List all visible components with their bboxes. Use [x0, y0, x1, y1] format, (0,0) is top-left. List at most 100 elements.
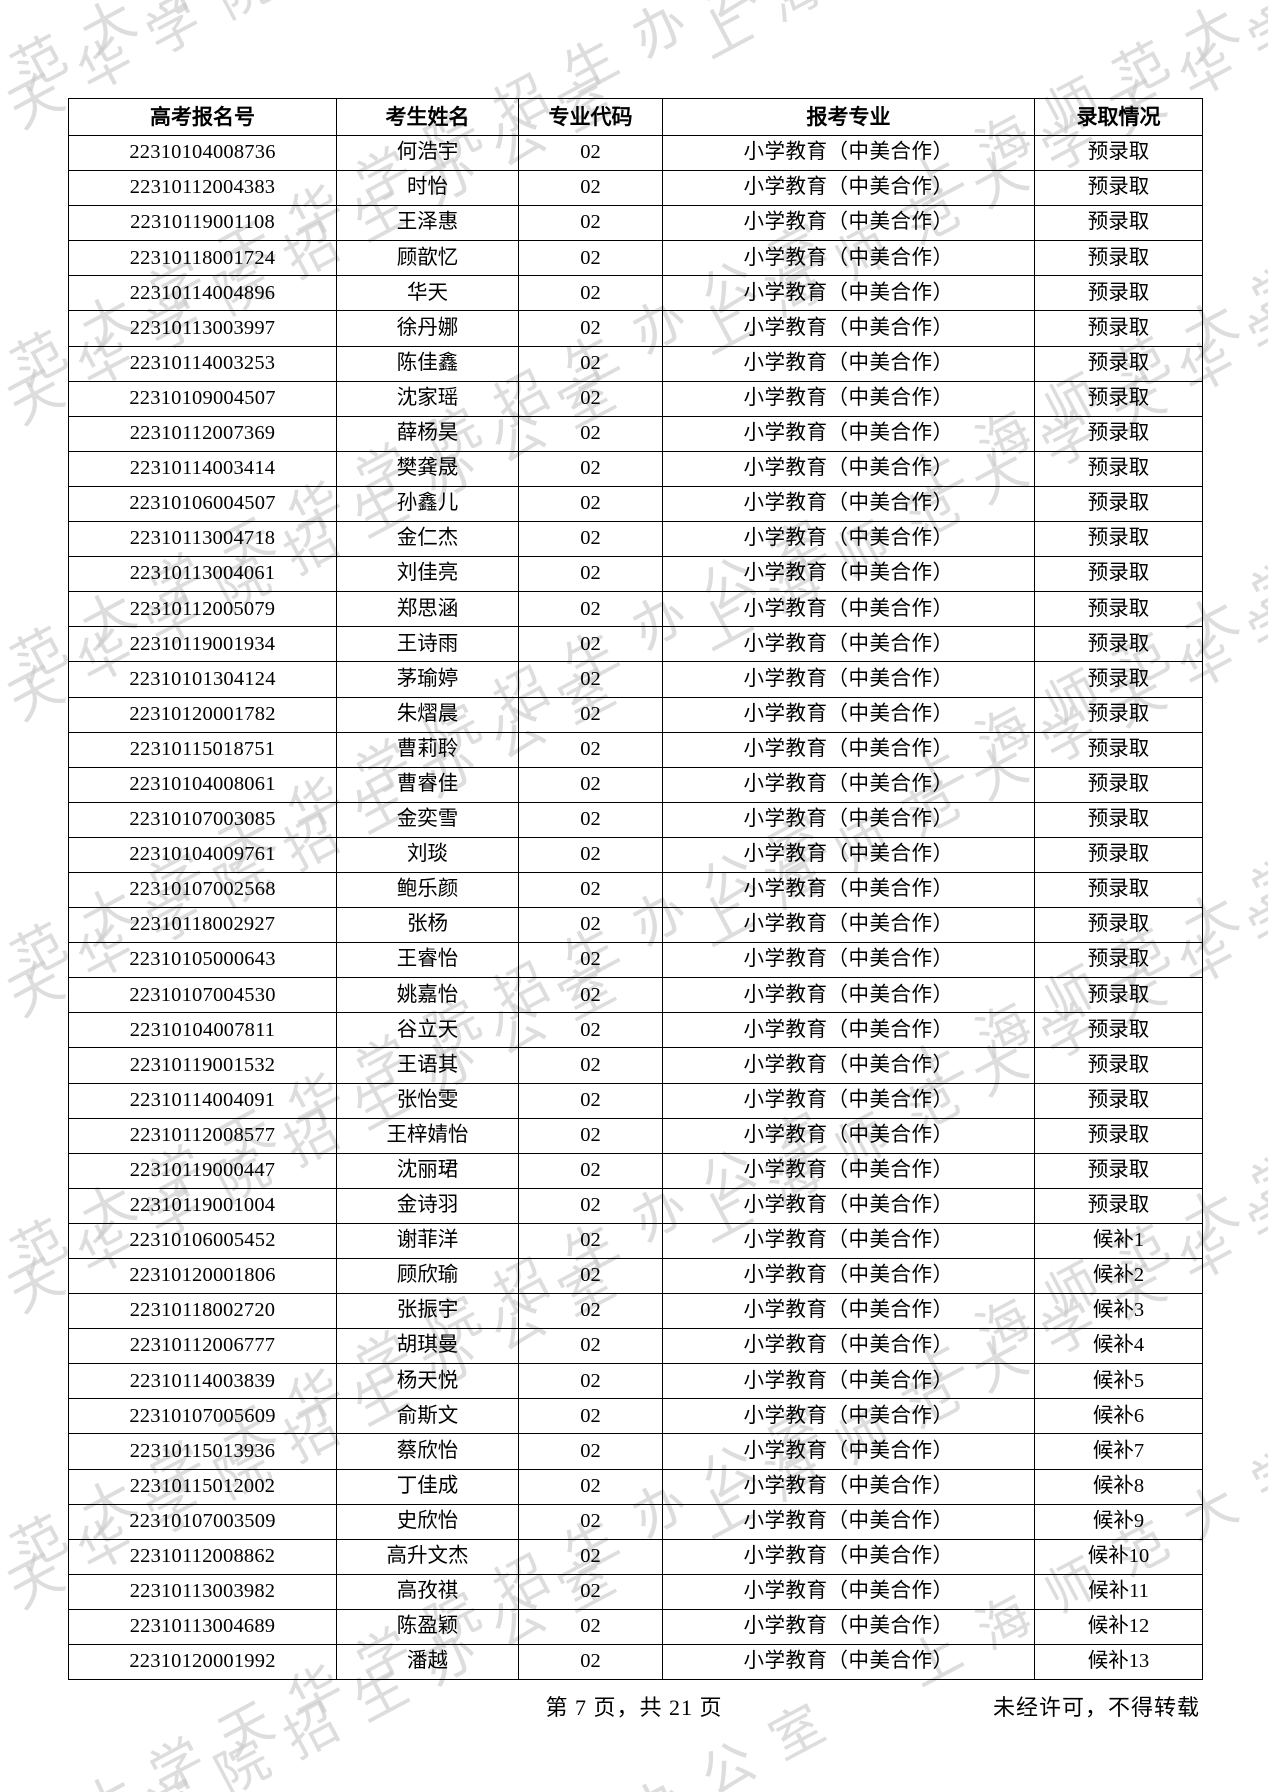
cell-major: 小学教育（中美合作） — [662, 801, 1035, 838]
cell-major: 小学教育（中美合作） — [662, 521, 1035, 558]
cell-major: 小学教育（中美合作） — [662, 1117, 1035, 1154]
table-row: 22310120001806 顾欣瑜 02 小学教育（中美合作） 候补2 — [68, 1257, 1203, 1295]
cell-name: 金诗羽 — [336, 1187, 519, 1224]
cell-exam-no: 22310119001532 — [68, 1047, 337, 1084]
cell-name: 潘越 — [336, 1644, 519, 1681]
cell-status: 预录取 — [1034, 907, 1203, 944]
cell-exam-no: 22310112008577 — [68, 1117, 337, 1154]
table-row: 22310101304124 茅瑜婷 02 小学教育（中美合作） 预录取 — [68, 661, 1203, 698]
cell-major-code: 02 — [518, 1503, 663, 1540]
cell-status: 预录取 — [1034, 1152, 1203, 1189]
cell-name: 王泽惠 — [336, 205, 519, 242]
cell-major-code: 02 — [518, 275, 663, 312]
cell-exam-no: 22310112005079 — [68, 591, 337, 628]
cell-status: 预录取 — [1034, 485, 1203, 523]
cell-major-code: 02 — [518, 170, 663, 207]
cell-exam-no: 22310106005452 — [68, 1222, 337, 1260]
cell-name: 蔡欣怡 — [336, 1433, 519, 1470]
cell-status: 预录取 — [1034, 731, 1203, 768]
cell-exam-no: 22310113004689 — [68, 1608, 337, 1646]
cell-major-code: 02 — [518, 731, 663, 768]
cell-name: 高升文杰 — [336, 1538, 519, 1575]
cell-major: 小学教育（中美合作） — [662, 556, 1035, 593]
cell-name: 张振宇 — [336, 1293, 519, 1330]
table-row: 22310114003253 陈佳鑫 02 小学教育（中美合作） 预录取 — [68, 345, 1203, 382]
table-row: 22310120001782 朱熠晨 02 小学教育（中美合作） 预录取 — [68, 696, 1203, 733]
cell-name: 王语其 — [336, 1047, 519, 1084]
cell-major-code: 02 — [518, 205, 663, 242]
cell-status: 候补7 — [1034, 1433, 1203, 1470]
cell-major: 小学教育（中美合作） — [662, 1222, 1035, 1260]
column-header-exam-no: 高考报名号 — [68, 98, 337, 136]
cell-name: 金仁杰 — [336, 521, 519, 558]
cell-status: 候补10 — [1034, 1538, 1203, 1575]
cell-exam-no: 22310104008736 — [68, 134, 337, 172]
cell-exam-no: 22310119001934 — [68, 626, 337, 663]
cell-status: 预录取 — [1034, 977, 1203, 1014]
cell-exam-no: 22310119000447 — [68, 1152, 337, 1189]
table-row: 22310119001532 王语其 02 小学教育（中美合作） 预录取 — [68, 1047, 1203, 1084]
cell-name: 沈家瑶 — [336, 380, 519, 417]
cell-exam-no: 22310118002720 — [68, 1293, 337, 1330]
cell-name: 陈佳鑫 — [336, 345, 519, 382]
cell-status: 候补11 — [1034, 1573, 1203, 1610]
cell-status: 候补13 — [1034, 1644, 1203, 1681]
table-row: 22310113004689 陈盈颖 02 小学教育（中美合作） 候补12 — [68, 1608, 1203, 1646]
table-row: 22310118002720 张振宇 02 小学教育（中美合作） 候补3 — [68, 1293, 1203, 1330]
cell-major: 小学教育（中美合作） — [662, 1328, 1035, 1365]
table-row: 22310106004507 孙鑫儿 02 小学教育（中美合作） 预录取 — [68, 485, 1203, 523]
cell-status: 预录取 — [1034, 345, 1203, 382]
cell-major: 小学教育（中美合作） — [662, 450, 1035, 487]
cell-major-code: 02 — [518, 1398, 663, 1435]
table-row: 22310104007811 谷立天 02 小学教育（中美合作） 预录取 — [68, 1012, 1203, 1049]
table-row: 22310112006777 胡琪曼 02 小学教育（中美合作） 候补4 — [68, 1328, 1203, 1365]
cell-major-code: 02 — [518, 1187, 663, 1224]
cell-major-code: 02 — [518, 1608, 663, 1646]
cell-major-code: 02 — [518, 1328, 663, 1365]
cell-name: 孙鑫儿 — [336, 485, 519, 523]
admission-table-container: 高考报名号 考生姓名 专业代码 报考专业 录取情况 22310104008736… — [68, 98, 1203, 1681]
table-row: 22310114004896 华天 02 小学教育（中美合作） 预录取 — [68, 275, 1203, 312]
cell-major: 小学教育（中美合作） — [662, 1152, 1035, 1189]
table-header-row: 高考报名号 考生姓名 专业代码 报考专业 录取情况 — [68, 98, 1203, 136]
table-row: 22310114003839 杨天悦 02 小学教育（中美合作） 候补5 — [68, 1363, 1203, 1400]
cell-name: 王诗雨 — [336, 626, 519, 663]
cell-exam-no: 22310115018751 — [68, 731, 337, 768]
cell-status: 预录取 — [1034, 1117, 1203, 1154]
cell-exam-no: 22310112004383 — [68, 170, 337, 207]
cell-status: 预录取 — [1034, 415, 1203, 452]
cell-major-code: 02 — [518, 240, 663, 277]
cell-major: 小学教育（中美合作） — [662, 485, 1035, 523]
table-row: 22310112007369 薛杨昊 02 小学教育（中美合作） 预录取 — [68, 415, 1203, 452]
cell-status: 预录取 — [1034, 661, 1203, 698]
cell-exam-no: 22310114003839 — [68, 1363, 337, 1400]
cell-name: 沈丽珺 — [336, 1152, 519, 1189]
cell-major-code: 02 — [518, 1152, 663, 1189]
table-row: 22310105000643 王睿怡 02 小学教育（中美合作） 预录取 — [68, 942, 1203, 979]
cell-status: 候补4 — [1034, 1328, 1203, 1365]
cell-major: 小学教育（中美合作） — [662, 1644, 1035, 1681]
cell-major: 小学教育（中美合作） — [662, 1468, 1035, 1505]
cell-name: 时怡 — [336, 170, 519, 207]
cell-exam-no: 22310119001004 — [68, 1187, 337, 1224]
table-row: 22310115012002 丁佳成 02 小学教育（中美合作） 候补8 — [68, 1468, 1203, 1505]
cell-status: 候补2 — [1034, 1257, 1203, 1295]
cell-name: 华天 — [336, 275, 519, 312]
table-row: 22310118002927 张杨 02 小学教育（中美合作） 预录取 — [68, 907, 1203, 944]
table-row: 22310113004718 金仁杰 02 小学教育（中美合作） 预录取 — [68, 521, 1203, 558]
table-row: 22310107003085 金奕雪 02 小学教育（中美合作） 预录取 — [68, 801, 1203, 838]
table-row: 22310109004507 沈家瑶 02 小学教育（中美合作） 预录取 — [68, 380, 1203, 417]
table-row: 22310119001934 王诗雨 02 小学教育（中美合作） 预录取 — [68, 626, 1203, 663]
cell-name: 顾欣瑜 — [336, 1257, 519, 1295]
cell-status: 预录取 — [1034, 275, 1203, 312]
cell-status: 预录取 — [1034, 942, 1203, 979]
table-row: 22310112008577 王梓婧怡 02 小学教育（中美合作） 预录取 — [68, 1117, 1203, 1154]
cell-status: 预录取 — [1034, 134, 1203, 172]
cell-status: 预录取 — [1034, 766, 1203, 803]
cell-major: 小学教育（中美合作） — [662, 310, 1035, 347]
table-row: 22310119001004 金诗羽 02 小学教育（中美合作） 预录取 — [68, 1187, 1203, 1224]
cell-status: 预录取 — [1034, 626, 1203, 663]
table-row: 22310115013936 蔡欣怡 02 小学教育（中美合作） 候补7 — [68, 1433, 1203, 1470]
cell-major: 小学教育（中美合作） — [662, 345, 1035, 382]
cell-major: 小学教育（中美合作） — [662, 871, 1035, 909]
